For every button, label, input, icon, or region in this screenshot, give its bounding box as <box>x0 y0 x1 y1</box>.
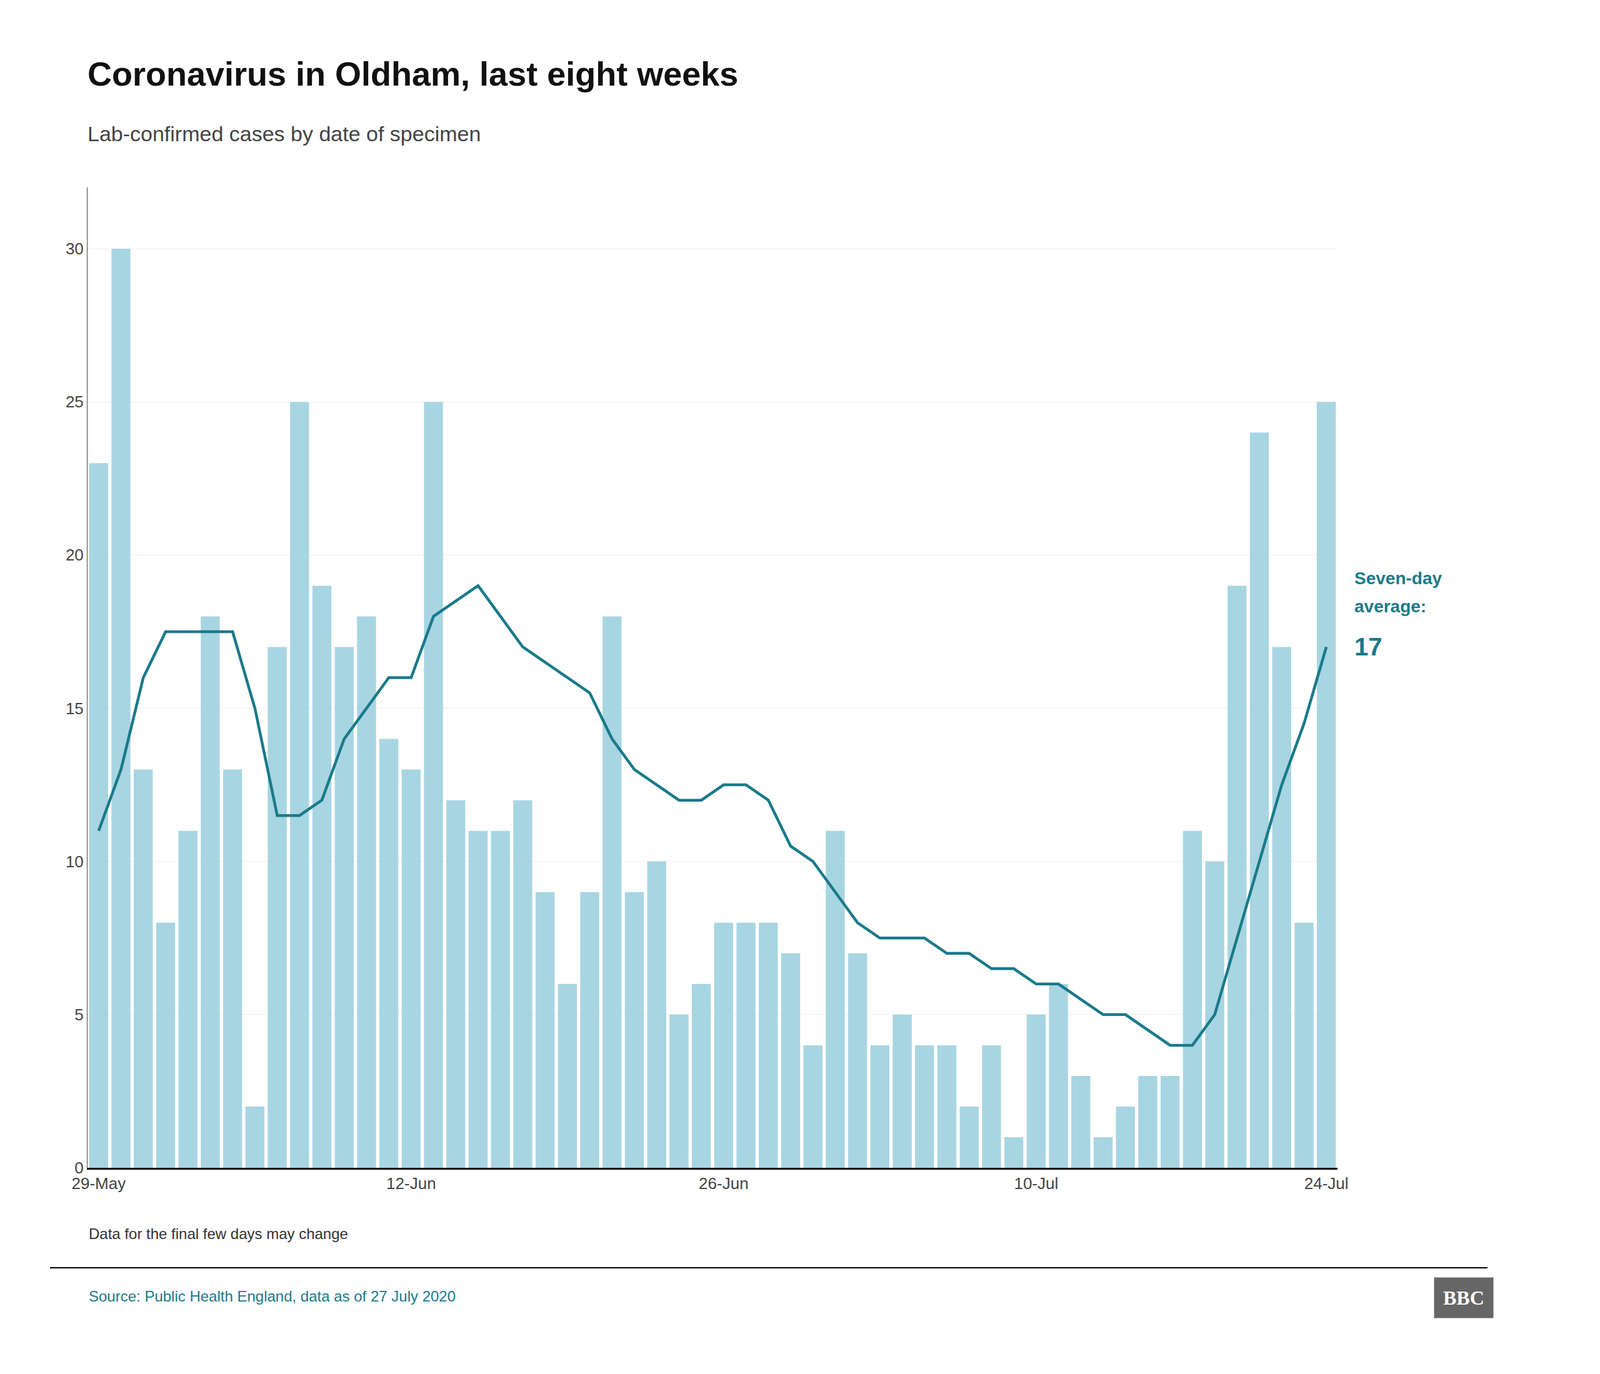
svg-text:BBC: BBC <box>1443 1286 1485 1310</box>
svg-text:Data for the final few days ma: Data for the final few days may change <box>88 1225 349 1243</box>
svg-text:0: 0 <box>74 1158 84 1178</box>
svg-text:Source: Public Health England,: Source: Public Health England, data as o… <box>88 1288 456 1305</box>
svg-text:15: 15 <box>65 699 84 719</box>
svg-text:Seven-day: Seven-day <box>1354 568 1442 589</box>
svg-text:Lab-confirmed cases by date of: Lab-confirmed cases by date of specimen <box>87 121 481 146</box>
svg-text:25: 25 <box>65 392 84 412</box>
svg-text:5: 5 <box>74 1005 84 1025</box>
svg-text:10: 10 <box>65 852 84 872</box>
svg-text:20: 20 <box>65 545 84 565</box>
svg-text:29-May: 29-May <box>71 1174 127 1194</box>
svg-text:Coronavirus in Oldham, last ei: Coronavirus in Oldham, last eight weeks <box>87 55 739 93</box>
svg-text:17: 17 <box>1354 633 1383 661</box>
svg-text:average:: average: <box>1354 596 1427 617</box>
svg-text:24-Jul: 24-Jul <box>1304 1174 1349 1194</box>
svg-text:12-Jun: 12-Jun <box>386 1174 437 1194</box>
svg-text:10-Jul: 10-Jul <box>1013 1174 1059 1194</box>
svg-text:30: 30 <box>65 239 84 259</box>
svg-text:26-Jun: 26-Jun <box>698 1174 749 1194</box>
